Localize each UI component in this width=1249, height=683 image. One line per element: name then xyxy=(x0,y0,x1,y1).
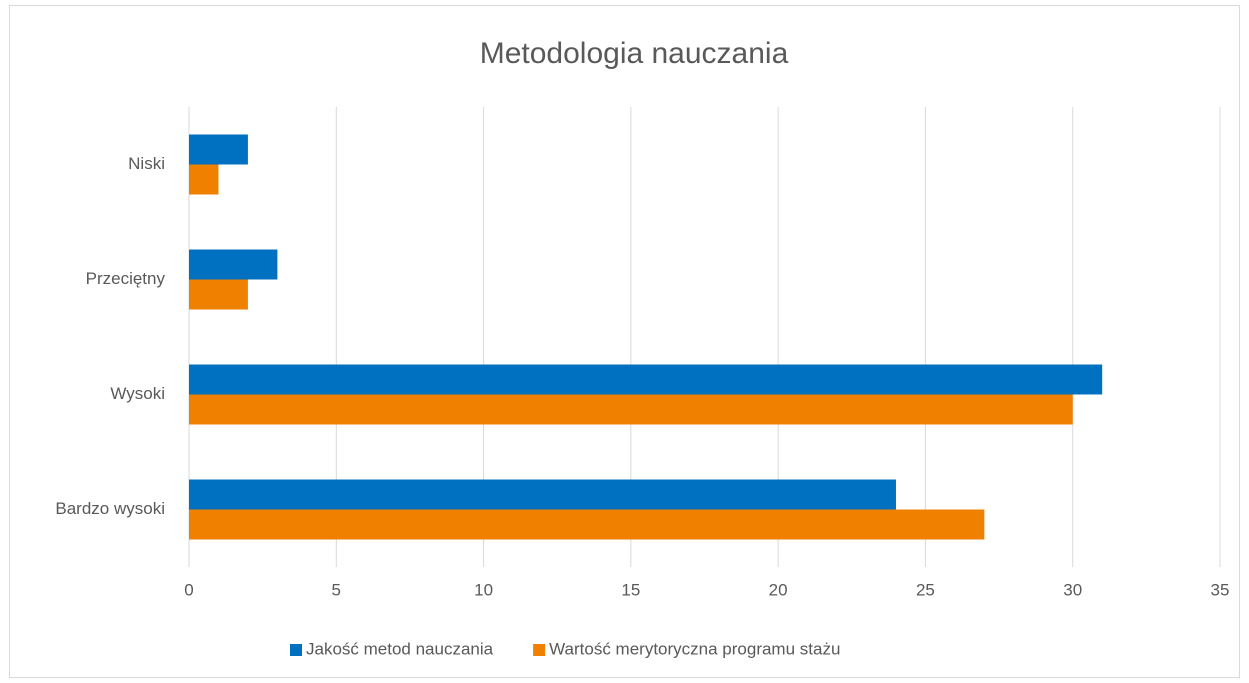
legend-label: Wartość merytoryczna programu stażu xyxy=(549,639,840,658)
y-tick-label: Przeciętny xyxy=(86,269,166,288)
x-tick-label: 10 xyxy=(474,580,493,599)
bar xyxy=(189,394,1073,425)
x-tick-label: 30 xyxy=(1063,580,1082,599)
x-tick-label: 15 xyxy=(621,580,640,599)
chart-border xyxy=(9,5,1240,678)
bar xyxy=(189,249,278,280)
x-tick-label: 0 xyxy=(184,580,193,599)
bar xyxy=(189,134,248,165)
y-tick-label: Bardzo wysoki xyxy=(55,499,165,518)
legend-label: Jakość metod nauczania xyxy=(306,639,494,658)
x-tick-label: 20 xyxy=(769,580,788,599)
bar xyxy=(189,279,248,310)
chart-title: Metodologia nauczania xyxy=(480,37,789,70)
bar xyxy=(189,364,1103,395)
bar xyxy=(189,479,896,510)
y-tick-label: Wysoki xyxy=(110,384,165,403)
x-tick-label: 25 xyxy=(916,580,935,599)
y-tick-label: Niski xyxy=(128,154,165,173)
x-tick-label: 5 xyxy=(332,580,341,599)
bar xyxy=(189,164,219,195)
legend-swatch xyxy=(290,644,302,656)
legend-swatch xyxy=(533,644,546,656)
x-tick-label: 35 xyxy=(1211,580,1230,599)
bar xyxy=(189,509,985,540)
